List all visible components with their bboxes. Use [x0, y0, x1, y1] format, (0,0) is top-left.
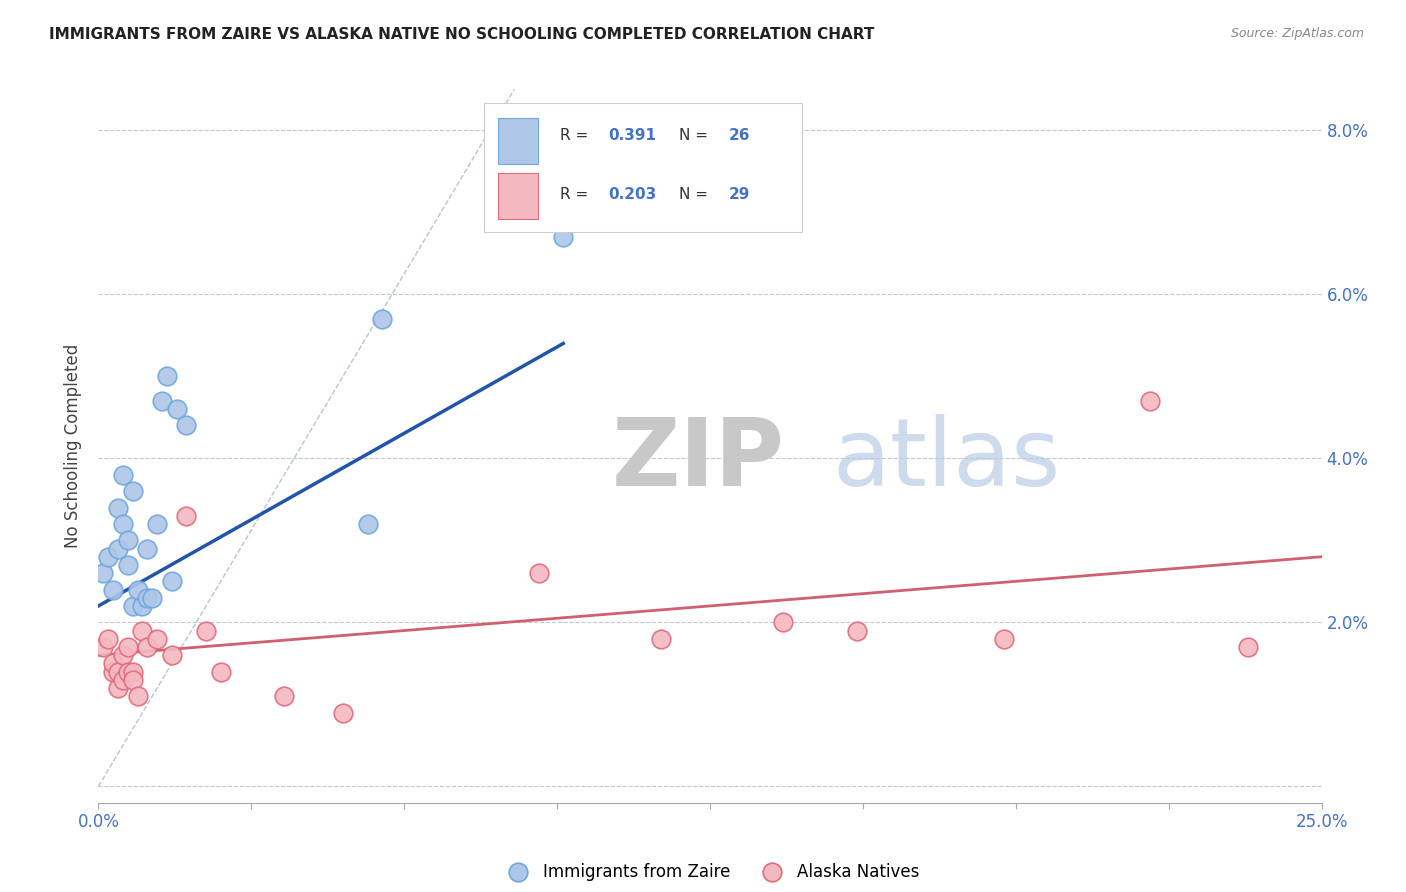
Point	[91, 640, 114, 654]
Y-axis label: No Schooling Completed: No Schooling Completed	[65, 344, 83, 548]
Point	[166, 402, 188, 417]
FancyBboxPatch shape	[498, 118, 537, 164]
Point	[111, 648, 134, 662]
Point	[121, 673, 143, 687]
Point	[195, 624, 218, 638]
Point	[650, 632, 672, 646]
Point	[111, 673, 134, 687]
Text: R =: R =	[560, 128, 593, 143]
Point	[150, 393, 173, 408]
Point	[117, 665, 139, 679]
Point	[107, 500, 129, 515]
Point	[107, 681, 129, 695]
Point	[117, 558, 139, 572]
Point	[101, 657, 124, 671]
Point	[117, 640, 139, 654]
Point	[845, 624, 868, 638]
Point	[121, 599, 143, 613]
Legend: Immigrants from Zaire, Alaska Natives: Immigrants from Zaire, Alaska Natives	[495, 856, 925, 888]
Point	[97, 632, 120, 646]
Text: 29: 29	[728, 187, 749, 202]
Text: R =: R =	[560, 187, 593, 202]
Text: 26: 26	[728, 128, 749, 143]
Point	[209, 665, 232, 679]
Text: 0.391: 0.391	[609, 128, 657, 143]
Point	[146, 516, 169, 531]
Point	[101, 582, 124, 597]
Text: IMMIGRANTS FROM ZAIRE VS ALASKA NATIVE NO SCHOOLING COMPLETED CORRELATION CHART: IMMIGRANTS FROM ZAIRE VS ALASKA NATIVE N…	[49, 27, 875, 42]
Point	[160, 648, 183, 662]
Point	[356, 516, 378, 531]
Text: 0.203: 0.203	[609, 187, 657, 202]
Point	[121, 484, 143, 499]
Point	[101, 665, 124, 679]
FancyBboxPatch shape	[498, 173, 537, 219]
Point	[772, 615, 794, 630]
Point	[332, 706, 354, 720]
Point	[527, 566, 550, 581]
Point	[146, 632, 169, 646]
Point	[141, 591, 163, 605]
Point	[107, 665, 129, 679]
Point	[1139, 393, 1161, 408]
Point	[131, 599, 153, 613]
Point	[176, 508, 198, 523]
Point	[136, 541, 159, 556]
Point	[136, 591, 159, 605]
Point	[160, 574, 183, 589]
Point	[127, 582, 149, 597]
Point	[97, 549, 120, 564]
Point	[107, 541, 129, 556]
Point	[121, 665, 143, 679]
Point	[553, 230, 575, 244]
Point	[176, 418, 198, 433]
FancyBboxPatch shape	[484, 103, 801, 232]
Point	[503, 189, 526, 203]
Point	[111, 516, 134, 531]
Point	[371, 311, 394, 326]
Point	[136, 640, 159, 654]
Text: ZIP: ZIP	[612, 414, 785, 507]
Point	[156, 369, 179, 384]
Text: atlas: atlas	[832, 414, 1060, 507]
Point	[273, 689, 295, 703]
Point	[131, 624, 153, 638]
Point	[111, 467, 134, 482]
Text: N =: N =	[679, 187, 713, 202]
Point	[993, 632, 1015, 646]
Point	[91, 566, 114, 581]
Text: N =: N =	[679, 128, 713, 143]
Point	[127, 689, 149, 703]
Point	[117, 533, 139, 548]
Text: Source: ZipAtlas.com: Source: ZipAtlas.com	[1230, 27, 1364, 40]
Point	[1237, 640, 1260, 654]
